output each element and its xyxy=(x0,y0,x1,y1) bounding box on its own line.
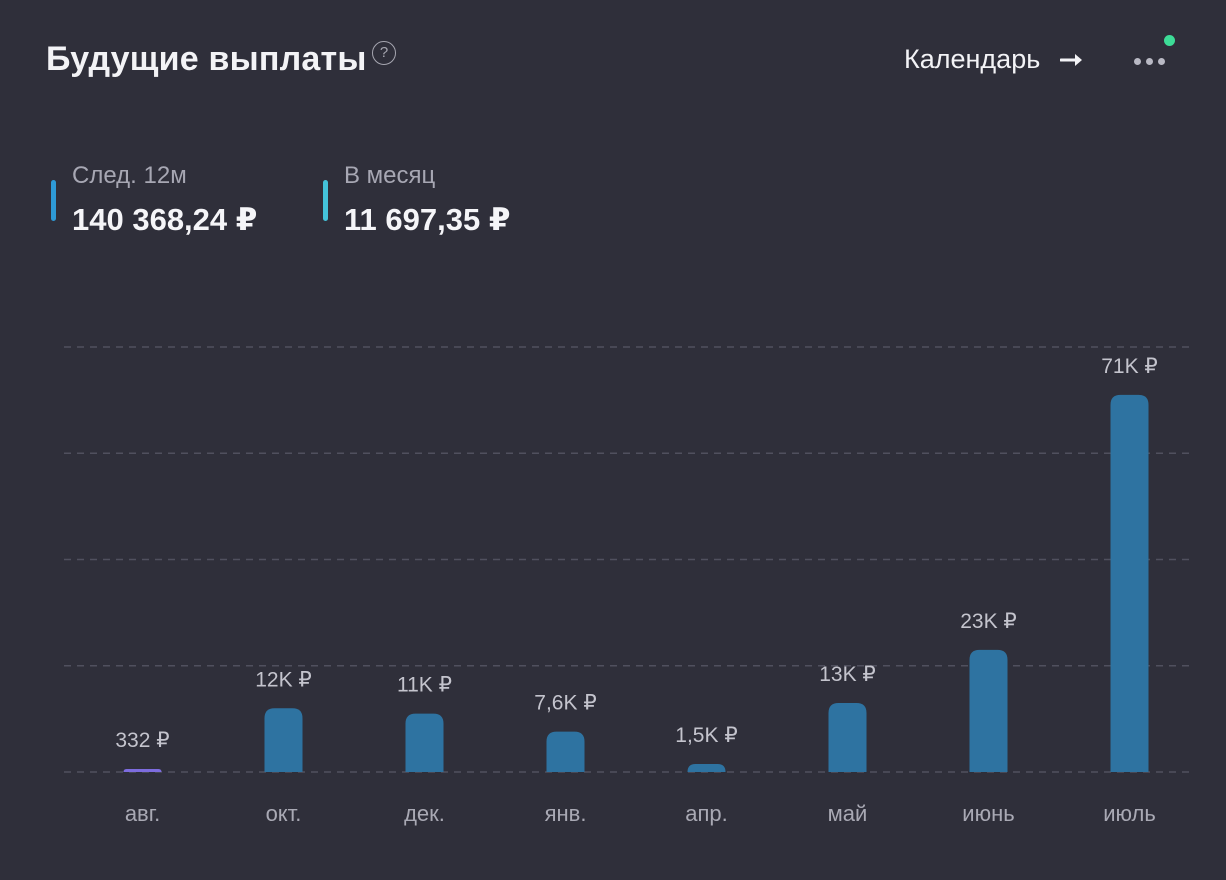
bar-value-label: 13K ₽ xyxy=(819,663,876,686)
question-circle-icon[interactable]: ? xyxy=(372,41,396,65)
stat-color-marker xyxy=(51,180,56,221)
stat-label: В месяц xyxy=(344,162,436,189)
chart-bar-3[interactable] xyxy=(405,713,444,772)
x-tick-label: июль xyxy=(1103,801,1156,826)
status-indicator-dot xyxy=(1164,35,1175,46)
chart-bar-6[interactable] xyxy=(828,702,867,772)
x-tick-label: авг. xyxy=(125,801,160,826)
calendar-link[interactable]: Календарь xyxy=(904,44,1084,75)
x-tick-label: июнь xyxy=(962,801,1014,826)
more-horizontal-icon xyxy=(1134,58,1141,65)
bar-value-label: 1,5K ₽ xyxy=(675,724,737,747)
bar-value-label: 332 ₽ xyxy=(115,729,169,752)
x-tick-label: апр. xyxy=(685,801,728,826)
chart-bar-5[interactable] xyxy=(687,764,726,772)
stat-color-marker xyxy=(323,180,328,221)
page-title: Будущие выплаты xyxy=(46,40,367,78)
x-tick-label: май xyxy=(828,801,868,826)
stat-value: 11 697,35 ₽ xyxy=(344,202,511,237)
bar-value-label: 7,6K ₽ xyxy=(534,692,596,715)
bar-value-label: 12K ₽ xyxy=(255,668,312,691)
chart-bar-1[interactable] xyxy=(123,769,162,772)
more-options-button[interactable] xyxy=(1128,46,1172,76)
stat-label: След. 12м xyxy=(72,162,187,189)
payouts-bar-chart: 332 ₽ авг. 12K ₽ окт. 11K ₽ дек. 7,6K ₽ янв. 1,5… xyxy=(64,346,1192,826)
chart-bar-7[interactable] xyxy=(969,649,1008,772)
x-tick-label: дек. xyxy=(404,801,445,826)
chart-bar-2[interactable] xyxy=(264,708,303,772)
chart-bar-4[interactable] xyxy=(546,731,585,772)
x-tick-label: янв. xyxy=(545,801,587,826)
bar-value-label: 71K ₽ xyxy=(1101,355,1158,378)
calendar-link-label: Календарь xyxy=(904,44,1041,74)
chart-bar-8[interactable] xyxy=(1110,394,1149,772)
arrow-right-icon xyxy=(1060,53,1083,66)
bar-value-label: 23K ₽ xyxy=(960,610,1017,633)
x-tick-label: окт. xyxy=(266,801,302,826)
stat-value: 140 368,24 ₽ xyxy=(72,202,258,237)
bar-value-label: 11K ₽ xyxy=(397,674,452,697)
